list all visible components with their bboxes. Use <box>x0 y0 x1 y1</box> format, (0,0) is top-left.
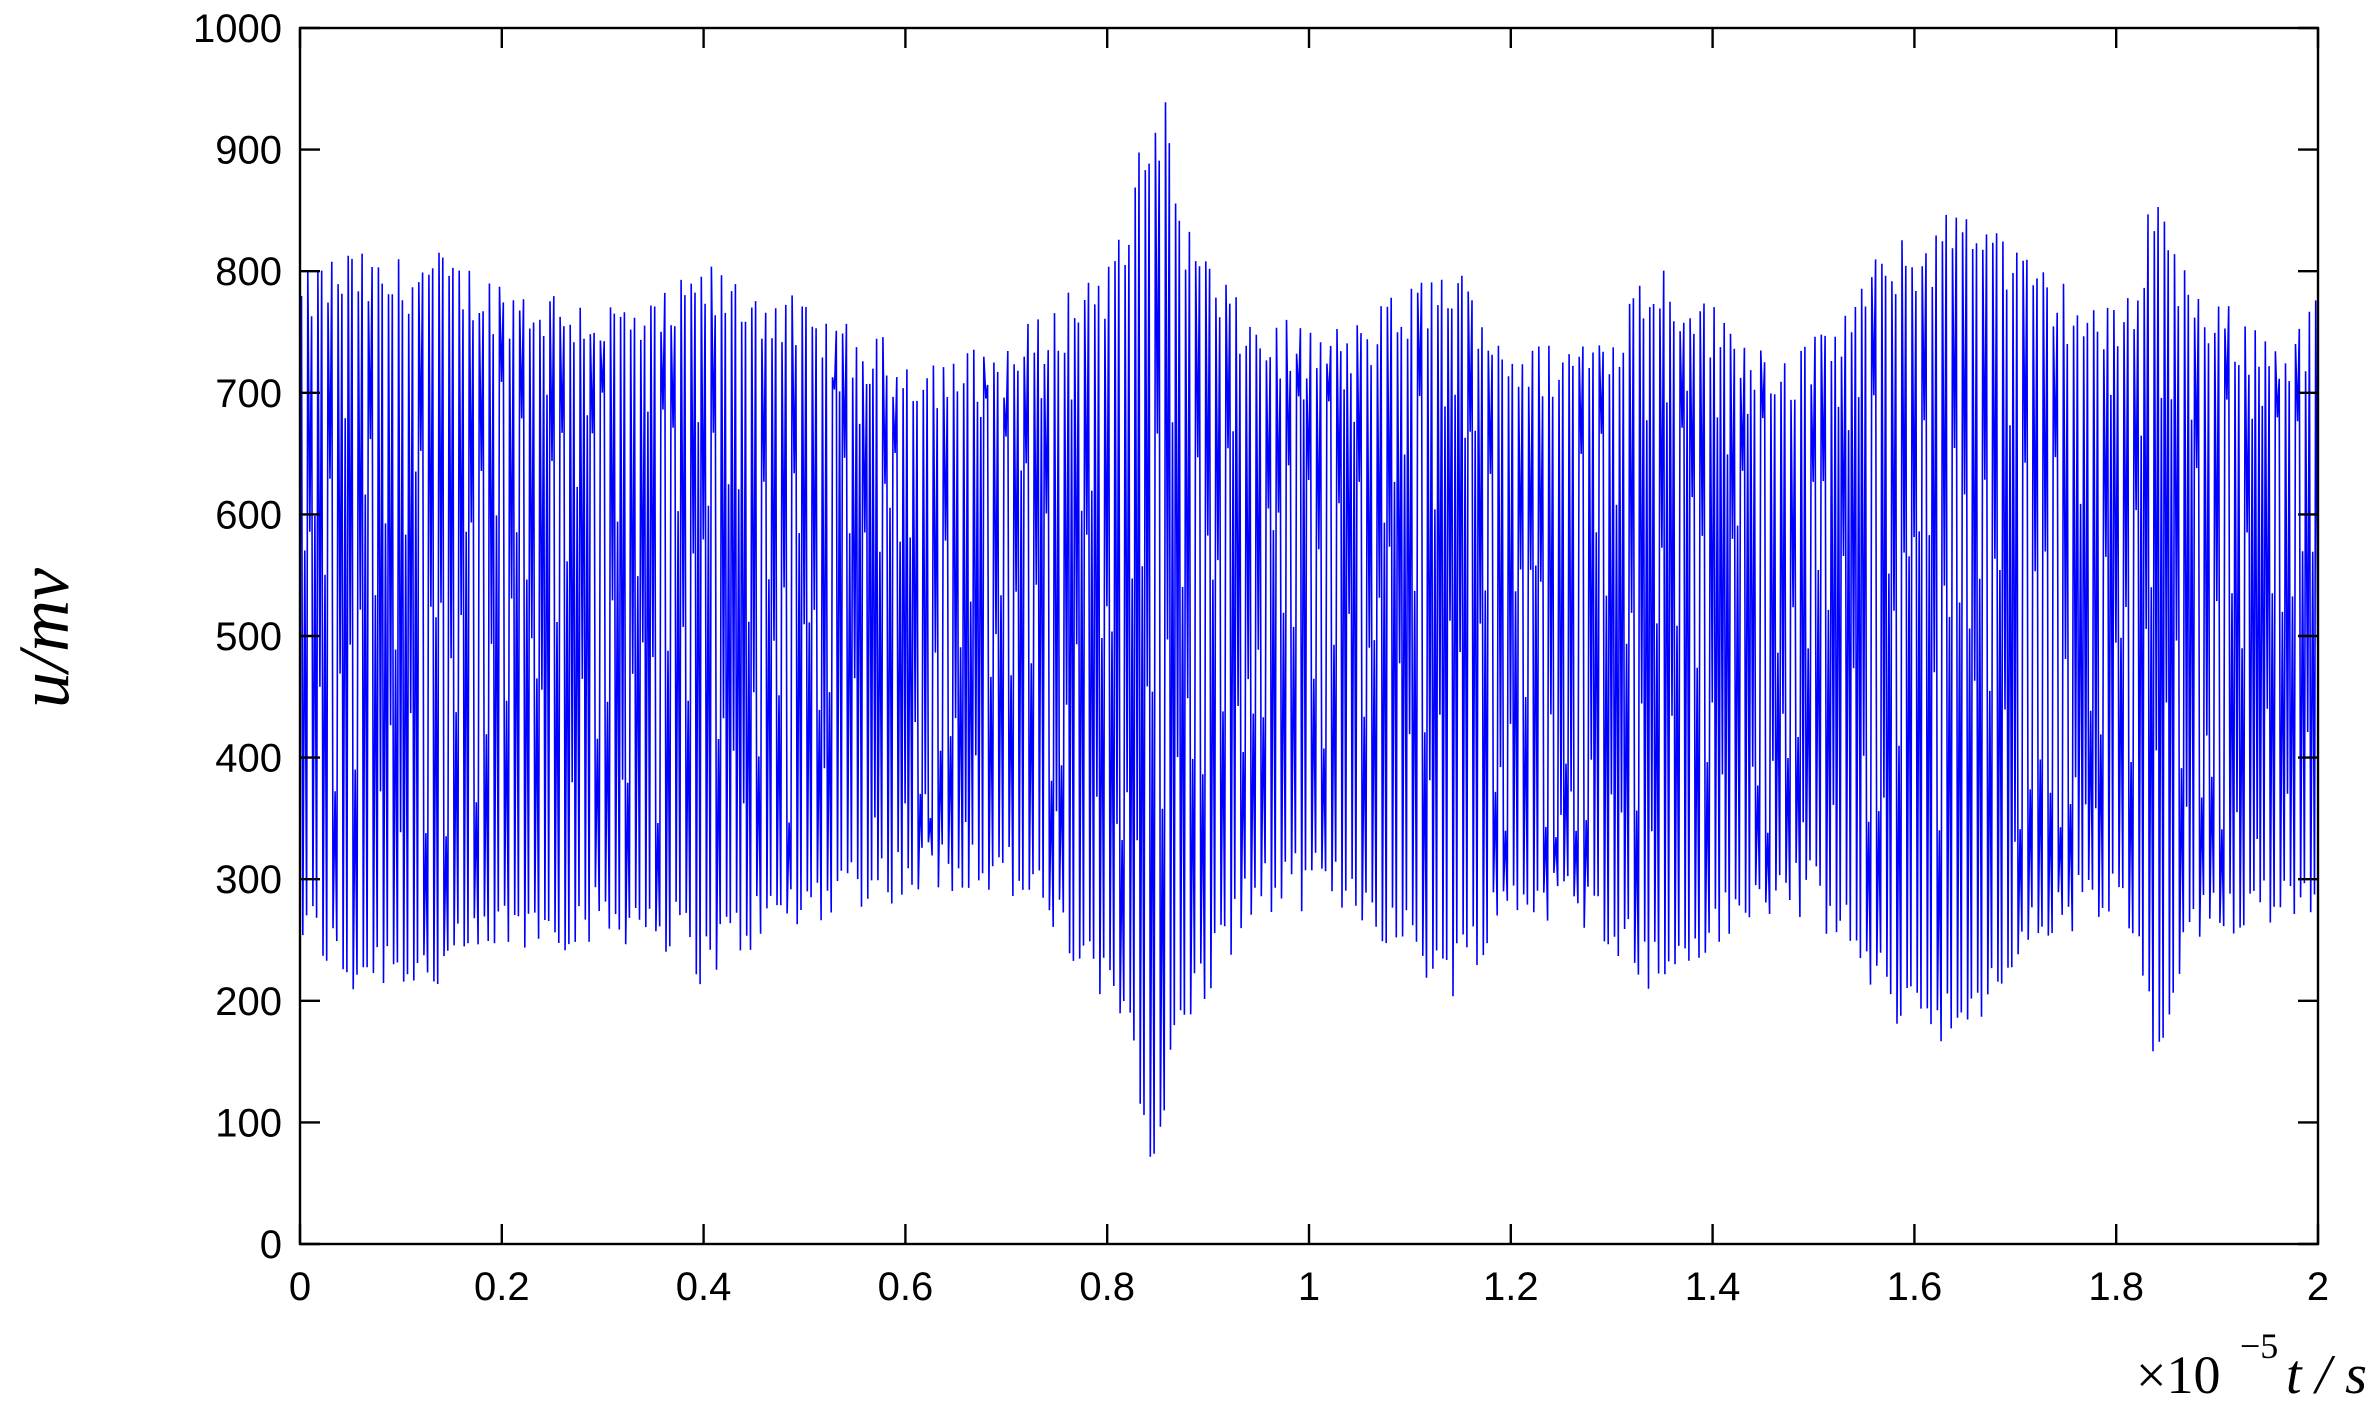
x-tick-label: 1.8 <box>2088 1265 2144 1309</box>
y-tick-label: 400 <box>215 737 282 781</box>
y-tick-label: 800 <box>215 250 282 294</box>
y-tick-label: 900 <box>215 129 282 173</box>
y-tick-label: 700 <box>215 372 282 416</box>
x-axis-exponent: −5 <box>2240 1326 2278 1366</box>
x-tick-label: 1.2 <box>1483 1265 1539 1309</box>
x-tick-label: 1 <box>1298 1265 1320 1309</box>
y-tick-label: 200 <box>215 980 282 1024</box>
x-tick-label: 0.2 <box>474 1265 530 1309</box>
y-tick-label: 500 <box>215 615 282 659</box>
signal-series <box>299 102 2319 1157</box>
x-axis-exponent-base: ×10 <box>2136 1345 2220 1405</box>
x-tick-label: 0.6 <box>878 1265 934 1309</box>
x-axis-label-group: ×10 −5 t / s <box>2136 1326 2367 1406</box>
y-tick-label: 100 <box>215 1101 282 1145</box>
y-axis-ticks: 0 100 200 300 400 500 600 700 800 900 1000 <box>193 7 2318 1267</box>
y-tick-label: 0 <box>260 1223 282 1267</box>
x-tick-label: 1.4 <box>1685 1265 1741 1309</box>
x-tick-label: 0 <box>289 1265 311 1309</box>
y-tick-label: 600 <box>215 493 282 537</box>
x-tick-label: 0.8 <box>1079 1265 1135 1309</box>
y-tick-label: 1000 <box>193 7 282 51</box>
y-axis-label: u/mv <box>4 568 84 708</box>
x-tick-label: 2 <box>2307 1265 2329 1309</box>
x-tick-label: 0.4 <box>676 1265 732 1309</box>
x-axis-label: t / s <box>2286 1344 2367 1406</box>
x-tick-label: 1.6 <box>1887 1265 1943 1309</box>
y-tick-label: 300 <box>215 858 282 902</box>
signal-line <box>299 102 2319 1157</box>
x-axis-ticks: 0 0.2 0.4 0.6 0.8 1 1.2 1.4 1.6 1.8 2 <box>289 28 2329 1309</box>
